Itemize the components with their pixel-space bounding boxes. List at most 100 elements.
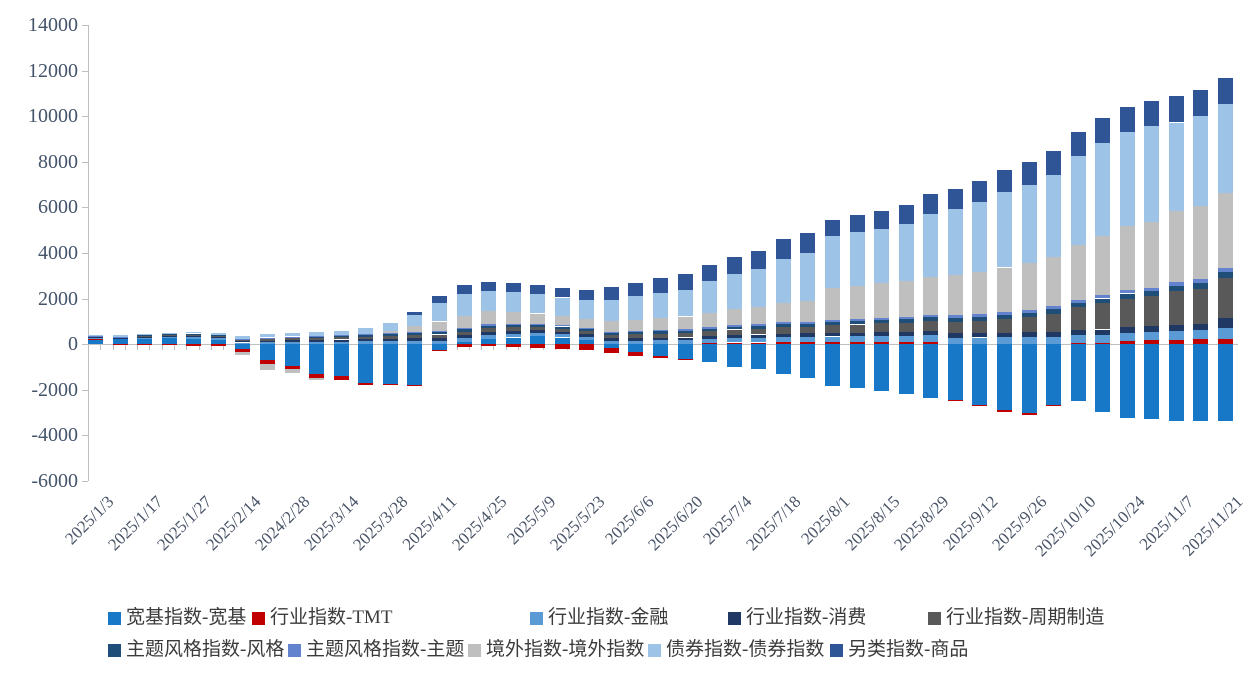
bar-segment — [530, 313, 546, 324]
bar-segment — [505, 291, 521, 313]
bar-segment — [898, 224, 914, 282]
bar-segment — [603, 331, 619, 333]
bar-segment — [874, 317, 890, 320]
bar-segment — [161, 332, 177, 334]
bar-segment — [1168, 325, 1184, 331]
bar-segment — [1218, 104, 1233, 193]
y-axis-tick — [82, 25, 88, 26]
bar-segment — [579, 334, 595, 337]
bar-segment — [431, 344, 447, 350]
bar-segment — [775, 344, 791, 374]
bar-segment — [210, 336, 226, 339]
bar-segment — [1021, 337, 1037, 345]
x-axis-tick — [468, 345, 470, 351]
bar-segment — [186, 344, 202, 346]
bar-segment — [1046, 151, 1061, 175]
bar-segment — [530, 330, 546, 333]
bar-segment — [702, 312, 718, 327]
bar-segment — [677, 329, 693, 331]
bar-segment — [972, 337, 988, 345]
bar-segment — [1119, 327, 1135, 333]
bar-segment — [972, 344, 988, 405]
bar-segment — [874, 283, 890, 318]
bar-segment — [1046, 344, 1061, 405]
y-axis-tick — [82, 344, 88, 346]
bar-segment — [382, 338, 398, 342]
bar-segment — [603, 299, 619, 322]
bar-segment — [972, 314, 988, 317]
bar-segment — [653, 344, 668, 356]
bar-segment — [1144, 331, 1160, 341]
bar-segment — [825, 219, 840, 236]
bar-segment — [653, 278, 668, 293]
legend-label: 行业指数-TMT — [270, 607, 393, 628]
bar-segment — [825, 344, 840, 387]
bar-segment — [1070, 335, 1086, 344]
bar-segment — [579, 344, 595, 350]
bar-segment — [1021, 263, 1037, 311]
bar-segment — [382, 341, 398, 345]
bar-segment — [358, 336, 374, 340]
bar-segment — [161, 344, 177, 346]
y-axis-label: 8000 — [38, 150, 78, 173]
x-axis-tick — [161, 345, 163, 351]
bar-segment — [186, 332, 202, 334]
bar-segment — [1046, 336, 1061, 345]
legend-item: 行业指数-消费 — [728, 608, 866, 628]
legend-label: 主题风格指数-主题 — [306, 639, 465, 660]
bar-segment — [898, 205, 914, 225]
bar-segment — [775, 258, 791, 304]
bar-segment — [677, 359, 693, 361]
bar-segment — [1021, 332, 1037, 337]
bar-segment — [1070, 132, 1086, 156]
bar-segment — [431, 340, 447, 345]
bar-segment — [702, 331, 718, 336]
bar-segment — [1021, 313, 1037, 318]
bar-segment — [702, 338, 718, 344]
bar-segment — [505, 323, 521, 325]
bar-segment — [431, 321, 447, 332]
legend-swatch-icon — [648, 643, 661, 657]
bar-segment — [1119, 298, 1135, 327]
bar-segment — [1070, 244, 1086, 300]
bar-segment — [112, 336, 128, 338]
bar-segment — [284, 344, 300, 366]
bar-segment — [677, 340, 693, 345]
bar-segment — [309, 335, 325, 337]
bar-segment — [210, 344, 226, 347]
bar-segment — [923, 317, 939, 321]
bar-segment — [849, 332, 865, 336]
bar-segment — [898, 331, 914, 336]
bar-segment — [382, 384, 398, 386]
bar-segment — [456, 285, 472, 295]
bar-segment — [800, 323, 816, 327]
bar-segment — [898, 341, 914, 345]
bar-segment — [775, 337, 791, 342]
bar-segment — [235, 352, 251, 355]
bar-segment — [505, 282, 521, 292]
y-axis-tick — [82, 389, 88, 391]
bar-segment — [677, 337, 693, 341]
bar-segment — [751, 326, 767, 329]
bar-segment — [751, 328, 767, 335]
bar-segment — [210, 338, 226, 340]
bar-segment — [1070, 302, 1086, 308]
bar-segment — [431, 303, 447, 322]
bar-segment — [382, 322, 398, 332]
bar-segment — [603, 340, 619, 345]
bar-segment — [382, 344, 398, 385]
bar-segment — [996, 267, 1012, 312]
legend-item: 宽基指数-宽基 — [108, 608, 246, 628]
bar-segment — [431, 331, 447, 333]
x-axis-tick — [493, 345, 495, 351]
bar-segment — [775, 322, 791, 325]
bar-segment — [1144, 100, 1160, 126]
legend-item: 另类指数-商品 — [830, 640, 968, 660]
bar-segment — [1070, 343, 1086, 345]
bar-segment — [358, 335, 374, 337]
bar-segment — [1046, 309, 1061, 314]
bar-segment — [726, 342, 742, 345]
legend-item: 债券指数-债券指数 — [648, 640, 824, 660]
y-axis-label: -2000 — [31, 378, 78, 401]
bar-segment — [382, 336, 398, 339]
